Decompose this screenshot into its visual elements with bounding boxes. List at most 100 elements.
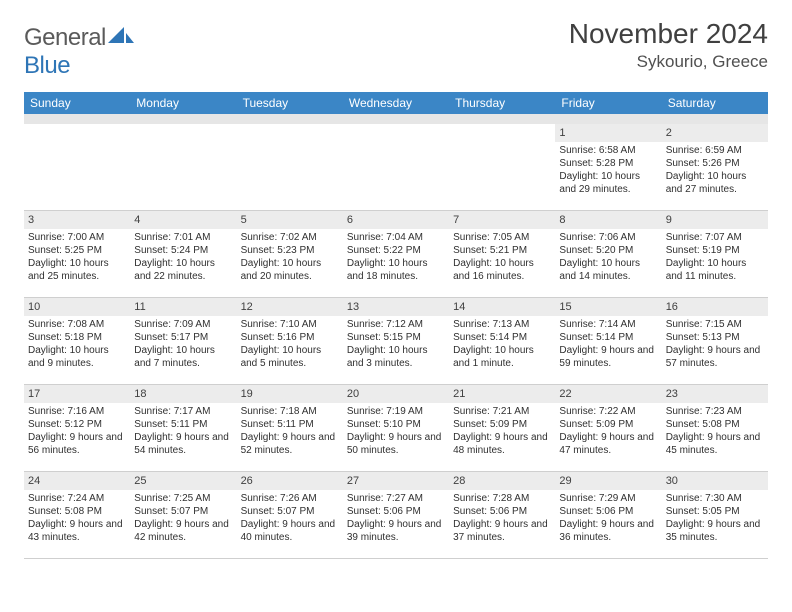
week-row: 24Sunrise: 7:24 AMSunset: 5:08 PMDayligh… <box>24 472 768 559</box>
sunset-text: Sunset: 5:06 PM <box>453 505 551 518</box>
sunset-text: Sunset: 5:13 PM <box>666 331 764 344</box>
day-number: 13 <box>343 298 449 316</box>
dow-fri: Friday <box>555 92 661 114</box>
day-cell: 8Sunrise: 7:06 AMSunset: 5:20 PMDaylight… <box>555 211 661 297</box>
daylight-text: Daylight: 9 hours and 36 minutes. <box>559 518 657 544</box>
sunrise-text: Sunrise: 7:08 AM <box>28 318 126 331</box>
sunrise-text: Sunrise: 7:24 AM <box>28 492 126 505</box>
day-cell: 11Sunrise: 7:09 AMSunset: 5:17 PMDayligh… <box>130 298 236 384</box>
daylight-text: Daylight: 10 hours and 5 minutes. <box>241 344 339 370</box>
day-number: 14 <box>449 298 555 316</box>
sunrise-text: Sunrise: 7:27 AM <box>347 492 445 505</box>
daylight-text: Daylight: 10 hours and 27 minutes. <box>666 170 764 196</box>
sunset-text: Sunset: 5:22 PM <box>347 244 445 257</box>
sunset-text: Sunset: 5:06 PM <box>347 505 445 518</box>
day-number: 3 <box>24 211 130 229</box>
sunset-text: Sunset: 5:06 PM <box>559 505 657 518</box>
brand-name: General Blue <box>24 24 134 80</box>
day-cell: 4Sunrise: 7:01 AMSunset: 5:24 PMDaylight… <box>130 211 236 297</box>
dow-sat: Saturday <box>662 92 768 114</box>
daylight-text: Daylight: 10 hours and 16 minutes. <box>453 257 551 283</box>
dow-sun: Sunday <box>24 92 130 114</box>
day-cell: 10Sunrise: 7:08 AMSunset: 5:18 PMDayligh… <box>24 298 130 384</box>
sunrise-text: Sunrise: 7:29 AM <box>559 492 657 505</box>
sunrise-text: Sunrise: 7:05 AM <box>453 231 551 244</box>
day-number: 21 <box>449 385 555 403</box>
day-cell: 28Sunrise: 7:28 AMSunset: 5:06 PMDayligh… <box>449 472 555 558</box>
weeks-container: 1Sunrise: 6:58 AMSunset: 5:28 PMDaylight… <box>24 124 768 559</box>
day-cell <box>24 124 130 210</box>
day-number: 7 <box>449 211 555 229</box>
day-cell: 30Sunrise: 7:30 AMSunset: 5:05 PMDayligh… <box>662 472 768 558</box>
sunrise-text: Sunrise: 7:10 AM <box>241 318 339 331</box>
day-cell: 3Sunrise: 7:00 AMSunset: 5:25 PMDaylight… <box>24 211 130 297</box>
dow-mon: Monday <box>130 92 236 114</box>
week-row: 17Sunrise: 7:16 AMSunset: 5:12 PMDayligh… <box>24 385 768 472</box>
month-title: November 2024 <box>569 18 768 50</box>
day-cell: 23Sunrise: 7:23 AMSunset: 5:08 PMDayligh… <box>662 385 768 471</box>
day-cell: 9Sunrise: 7:07 AMSunset: 5:19 PMDaylight… <box>662 211 768 297</box>
daylight-text: Daylight: 10 hours and 9 minutes. <box>28 344 126 370</box>
brand-logo: General Blue <box>24 18 134 80</box>
daylight-text: Daylight: 10 hours and 25 minutes. <box>28 257 126 283</box>
sunrise-text: Sunrise: 7:26 AM <box>241 492 339 505</box>
sunrise-text: Sunrise: 7:19 AM <box>347 405 445 418</box>
daylight-text: Daylight: 10 hours and 20 minutes. <box>241 257 339 283</box>
calendar: Sunday Monday Tuesday Wednesday Thursday… <box>24 92 768 559</box>
dow-thu: Thursday <box>449 92 555 114</box>
day-number: 26 <box>237 472 343 490</box>
week-row: 1Sunrise: 6:58 AMSunset: 5:28 PMDaylight… <box>24 124 768 211</box>
sunrise-text: Sunrise: 6:59 AM <box>666 144 764 157</box>
day-cell: 20Sunrise: 7:19 AMSunset: 5:10 PMDayligh… <box>343 385 449 471</box>
day-cell: 14Sunrise: 7:13 AMSunset: 5:14 PMDayligh… <box>449 298 555 384</box>
daylight-text: Daylight: 9 hours and 45 minutes. <box>666 431 764 457</box>
day-number: 9 <box>662 211 768 229</box>
week-row: 10Sunrise: 7:08 AMSunset: 5:18 PMDayligh… <box>24 298 768 385</box>
day-number: 27 <box>343 472 449 490</box>
day-number: 30 <box>662 472 768 490</box>
sunrise-text: Sunrise: 7:30 AM <box>666 492 764 505</box>
sunset-text: Sunset: 5:23 PM <box>241 244 339 257</box>
daylight-text: Daylight: 10 hours and 18 minutes. <box>347 257 445 283</box>
sunrise-text: Sunrise: 7:25 AM <box>134 492 232 505</box>
sunrise-text: Sunrise: 7:22 AM <box>559 405 657 418</box>
day-number: 28 <box>449 472 555 490</box>
sunset-text: Sunset: 5:26 PM <box>666 157 764 170</box>
day-cell: 26Sunrise: 7:26 AMSunset: 5:07 PMDayligh… <box>237 472 343 558</box>
day-number: 29 <box>555 472 661 490</box>
day-cell: 22Sunrise: 7:22 AMSunset: 5:09 PMDayligh… <box>555 385 661 471</box>
sunset-text: Sunset: 5:08 PM <box>28 505 126 518</box>
day-number: 1 <box>555 124 661 142</box>
day-cell: 18Sunrise: 7:17 AMSunset: 5:11 PMDayligh… <box>130 385 236 471</box>
location: Sykourio, Greece <box>569 52 768 72</box>
sunset-text: Sunset: 5:14 PM <box>559 331 657 344</box>
sunset-text: Sunset: 5:17 PM <box>134 331 232 344</box>
sunset-text: Sunset: 5:15 PM <box>347 331 445 344</box>
sunset-text: Sunset: 5:11 PM <box>134 418 232 431</box>
sunrise-text: Sunrise: 6:58 AM <box>559 144 657 157</box>
day-number: 22 <box>555 385 661 403</box>
sunrise-text: Sunrise: 7:09 AM <box>134 318 232 331</box>
sunset-text: Sunset: 5:05 PM <box>666 505 764 518</box>
sunset-text: Sunset: 5:08 PM <box>666 418 764 431</box>
day-number: 5 <box>237 211 343 229</box>
sunset-text: Sunset: 5:10 PM <box>347 418 445 431</box>
day-cell: 19Sunrise: 7:18 AMSunset: 5:11 PMDayligh… <box>237 385 343 471</box>
daylight-text: Daylight: 10 hours and 29 minutes. <box>559 170 657 196</box>
day-number: 23 <box>662 385 768 403</box>
title-block: November 2024 Sykourio, Greece <box>569 18 768 72</box>
day-cell: 15Sunrise: 7:14 AMSunset: 5:14 PMDayligh… <box>555 298 661 384</box>
day-number: 15 <box>555 298 661 316</box>
day-cell: 7Sunrise: 7:05 AMSunset: 5:21 PMDaylight… <box>449 211 555 297</box>
daylight-text: Daylight: 9 hours and 42 minutes. <box>134 518 232 544</box>
sunset-text: Sunset: 5:07 PM <box>134 505 232 518</box>
day-cell: 27Sunrise: 7:27 AMSunset: 5:06 PMDayligh… <box>343 472 449 558</box>
daylight-text: Daylight: 9 hours and 52 minutes. <box>241 431 339 457</box>
day-cell: 16Sunrise: 7:15 AMSunset: 5:13 PMDayligh… <box>662 298 768 384</box>
day-cell: 1Sunrise: 6:58 AMSunset: 5:28 PMDaylight… <box>555 124 661 210</box>
day-cell: 12Sunrise: 7:10 AMSunset: 5:16 PMDayligh… <box>237 298 343 384</box>
sunset-text: Sunset: 5:12 PM <box>28 418 126 431</box>
daylight-text: Daylight: 9 hours and 47 minutes. <box>559 431 657 457</box>
sunrise-text: Sunrise: 7:07 AM <box>666 231 764 244</box>
day-cell: 2Sunrise: 6:59 AMSunset: 5:26 PMDaylight… <box>662 124 768 210</box>
